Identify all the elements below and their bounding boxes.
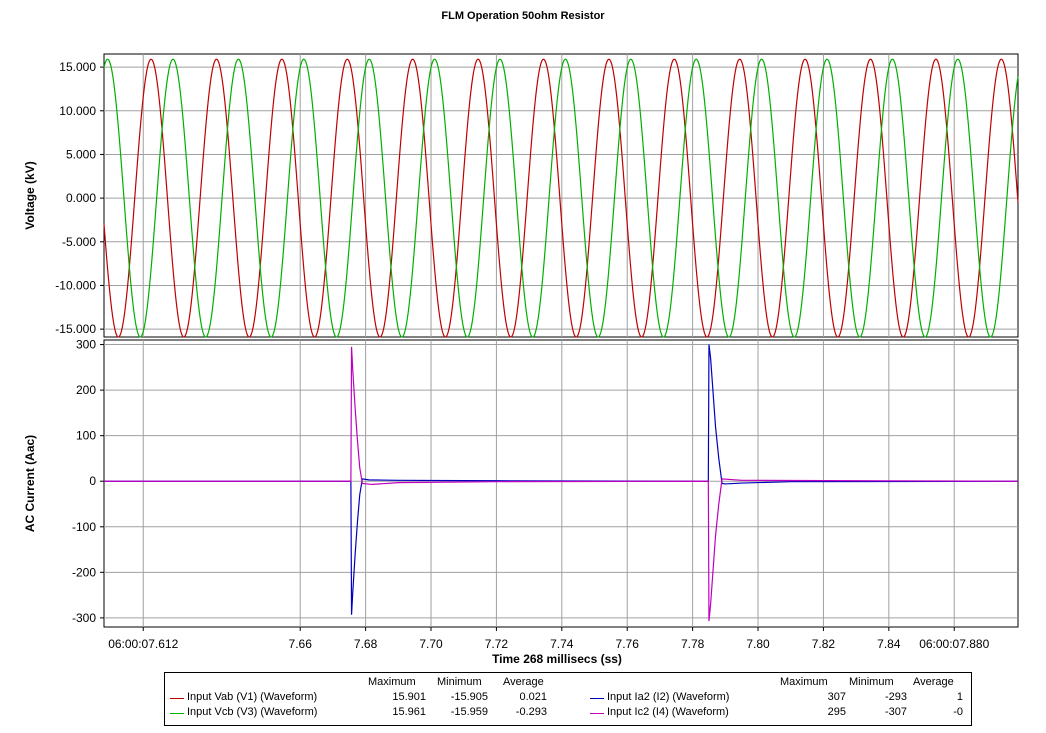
legend-avg: 1 [956,691,963,703]
legend-header-maximum: Maximum [368,676,416,688]
legend-series-name: Input Ia2 (I2) (Waveform) [607,691,730,703]
legend-entry: Input Ic2 (I4) (Waveform) 295 -307 -0 [585,706,971,720]
y-tick-label: -100 [72,520,96,534]
legend-max: 295 [827,706,846,718]
x-tick-label: 7.72 [485,637,509,651]
legend-header-maximum: Maximum [780,676,828,688]
x-axis-label: Time 268 millisecs (ss) [492,652,622,666]
legend-min: -307 [884,706,907,718]
y-tick-label: 300 [76,338,96,352]
x-tick-label: 7.78 [681,637,705,651]
legend-swatch [590,698,604,699]
series-line [103,58,1019,338]
legend-entry: Input Vab (V1) (Waveform) 15.901 -15.905… [165,691,565,705]
x-tick-label: 7.70 [419,637,443,651]
y-tick-label: 0 [89,474,96,488]
legend-series-name: Input Vcb (V3) (Waveform) [187,706,318,718]
x-tick-label: 7.80 [746,637,770,651]
y-tick-label: -200 [72,565,96,579]
legend-swatch [170,713,184,714]
legend-avg: -0.293 [515,706,547,718]
x-tick-label: 7.74 [550,637,574,651]
legend-header-minimum: Minimum [849,676,894,688]
series-line [104,346,1019,622]
legend-swatch [590,713,604,714]
legend: Maximum Minimum Average Maximum Minimum … [164,672,972,726]
legend-series-name: Input Ic2 (I4) (Waveform) [607,706,729,718]
x-tick-label: 7.76 [616,637,640,651]
legend-series-name: Input Vab (V1) (Waveform) [187,691,318,703]
x-tick-label: 7.82 [812,637,836,651]
chart-plot-area: 15.000 10.000 5.000 0.000 -5.000 -10.000 -15.0… [23,53,1019,666]
plot-frame [103,339,1019,628]
y-tick-label: -300 [72,611,96,625]
legend-header-average: Average [913,676,954,688]
x-tick-label: 7.66 [289,637,313,651]
legend-min: -15.905 [450,691,488,703]
x-tick-label: 7.84 [877,637,901,651]
chart-title: FLM Operation 50ohm Resistor [441,10,605,22]
y-tick-label: -15.000 [55,322,96,336]
legend-swatch [170,698,184,699]
legend-max: 307 [827,691,846,703]
y-tick-label: 200 [76,383,96,397]
y-tick-label: -5.000 [62,235,96,249]
legend-entry: Input Vcb (V3) (Waveform) 15.961 -15.959… [165,706,565,720]
legend-min: -15.959 [450,706,488,718]
legend-max: 15.901 [392,691,426,703]
y-tick-label: 0.000 [66,191,96,205]
legend-avg: -0 [953,706,963,718]
y-tick-label: 10.000 [59,104,96,118]
y-tick-label: 5.000 [66,147,96,161]
legend-header-average: Average [503,676,544,688]
y-axis-label: AC Current (Aac) [23,435,37,532]
x-tick-label: 7.68 [354,637,378,651]
legend-avg: 0.021 [519,691,547,703]
x-tick-label: 06:00:07.612 [108,637,178,651]
legend-header-minimum: Minimum [437,676,482,688]
y-tick-label: 15.000 [59,60,96,74]
legend-min: -293 [884,691,907,703]
legend-max: 15.961 [392,706,426,718]
legend-entry: Input Ia2 (I2) (Waveform) 307 -293 1 [585,691,971,705]
x-tick-label: 06:00:07.880 [919,637,989,651]
y-axis-label: Voltage (kV) [23,161,37,229]
y-tick-label: -10.000 [55,278,96,292]
y-tick-label: 100 [76,429,96,443]
series-line [103,58,1019,338]
